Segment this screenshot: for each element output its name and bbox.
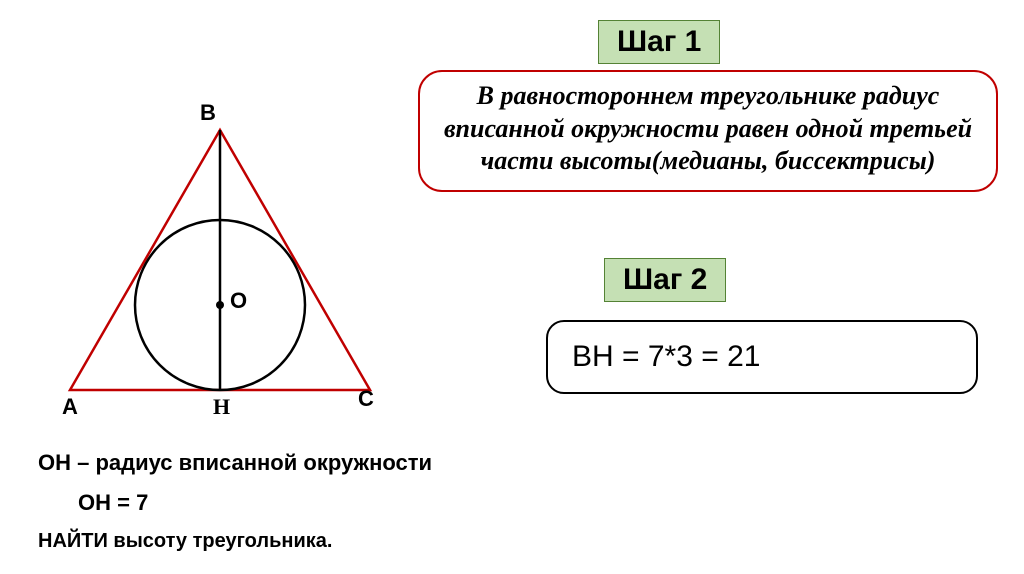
- triangle-incircle-svg: [30, 100, 410, 420]
- label-b: B: [200, 100, 216, 126]
- diagram: A B C H O: [30, 100, 410, 420]
- rule-box: В равностороннем треугольнике радиус впи…: [418, 70, 998, 192]
- oh-value: OH = 7: [78, 490, 148, 516]
- label-c: C: [358, 386, 374, 412]
- label-a: A: [62, 394, 78, 420]
- oh-description: OH – радиус вписанной окружности: [38, 450, 432, 476]
- step2-badge: Шаг 2: [604, 258, 726, 302]
- calc-box: BH = 7*3 = 21: [546, 320, 978, 394]
- label-h: H: [213, 394, 230, 420]
- label-o: O: [230, 288, 247, 314]
- step1-badge: Шаг 1: [598, 20, 720, 64]
- task-text: НАЙТИ высоту треугольника.: [38, 530, 332, 553]
- center-dot: [216, 301, 224, 309]
